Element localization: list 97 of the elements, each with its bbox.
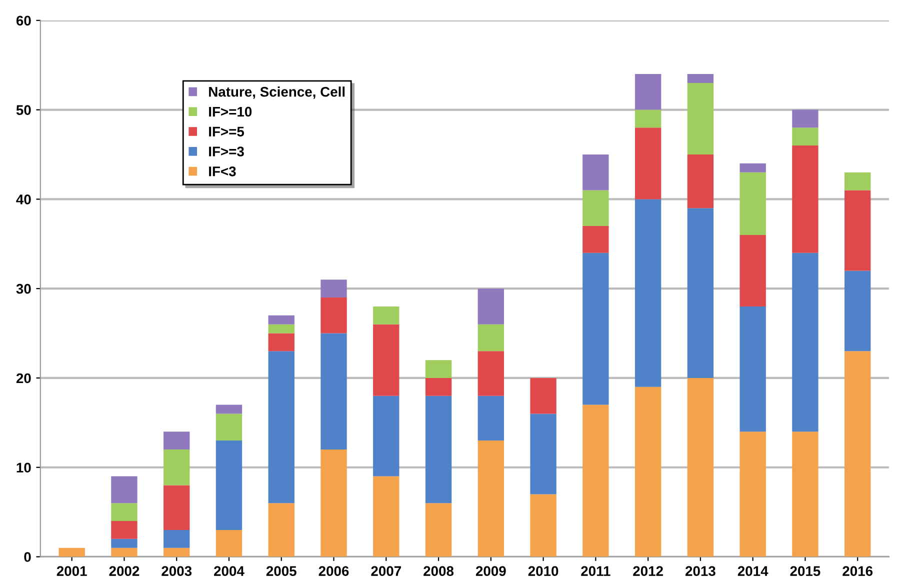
- x-tick-label: 2001: [56, 566, 87, 576]
- bar: [844, 351, 871, 557]
- bar: [320, 333, 347, 450]
- bar: [164, 432, 190, 450]
- y-tick-label: 20: [16, 373, 31, 384]
- bar: [582, 404, 609, 557]
- bar: [216, 440, 242, 530]
- bar: [373, 396, 400, 476]
- bar: [687, 378, 714, 557]
- x-tick-label: 2002: [109, 566, 140, 576]
- x-tick-label: 2005: [266, 566, 296, 576]
- bar: [425, 360, 452, 378]
- bar: [111, 548, 138, 557]
- bar: [164, 449, 190, 486]
- bar: [111, 476, 138, 504]
- bar: [792, 110, 818, 128]
- bar: [792, 252, 818, 432]
- bar: [111, 538, 138, 548]
- x-tick-label: 2007: [371, 566, 401, 576]
- bar: [687, 74, 714, 83]
- bar: [478, 440, 504, 557]
- bar: [425, 503, 452, 557]
- bar: [687, 82, 714, 154]
- bar: [58, 548, 85, 557]
- bar: [268, 333, 294, 352]
- x-tick-label: 2003: [162, 566, 192, 576]
- bar: [792, 146, 818, 253]
- bar: [530, 494, 556, 557]
- bar: [582, 252, 609, 405]
- bar: [216, 404, 242, 414]
- x-tick-label: 2009: [476, 566, 506, 576]
- bar: [740, 306, 766, 432]
- bar: [478, 288, 504, 324]
- bar: [844, 190, 871, 271]
- x-tick-label: 2013: [685, 566, 716, 576]
- bar: [216, 414, 242, 441]
- bar: [582, 154, 609, 190]
- bar: [844, 270, 871, 352]
- bar: [478, 324, 504, 352]
- bar: [634, 386, 662, 557]
- bar: [111, 503, 138, 522]
- y-tick-label: 50: [16, 105, 31, 115]
- bar: [164, 548, 190, 557]
- y-tick-label: 40: [16, 194, 31, 204]
- x-tick-label: 2015: [790, 566, 820, 576]
- bar: [530, 414, 556, 494]
- bar: [111, 521, 138, 539]
- bar: [582, 226, 609, 253]
- bar: [216, 530, 242, 557]
- legend-label: IF>=3: [209, 146, 244, 156]
- bar: [268, 315, 294, 324]
- y-tick-label: 30: [16, 284, 31, 294]
- bar: [320, 280, 347, 298]
- x-tick-label: 2011: [581, 566, 610, 576]
- bar: [687, 154, 714, 208]
- bar: [530, 378, 556, 414]
- bar: [634, 199, 662, 387]
- bar: [320, 298, 347, 334]
- y-tick-label: 0: [24, 552, 31, 562]
- legend-label: IF>=5: [209, 126, 244, 137]
- bar: [478, 396, 504, 441]
- x-tick-label: 2006: [318, 566, 349, 576]
- bar: [268, 503, 294, 557]
- bar: [740, 432, 766, 557]
- bar: [740, 172, 766, 235]
- bar: [373, 306, 400, 324]
- bar: [634, 74, 662, 110]
- x-tick-label: 2012: [633, 566, 663, 576]
- bar: [320, 449, 347, 557]
- bar: [687, 208, 714, 378]
- x-tick-label: 2016: [842, 566, 873, 576]
- bar: [268, 324, 294, 334]
- x-tick-label: 2014: [738, 566, 768, 576]
- bar: [582, 190, 609, 226]
- bar: [425, 378, 452, 396]
- bar: [478, 351, 504, 396]
- legend-label: IF<3: [209, 166, 236, 176]
- bar: [373, 324, 400, 396]
- y-tick-label: 60: [16, 16, 31, 26]
- bar: [634, 128, 662, 200]
- bar: [425, 396, 452, 504]
- x-tick-label: 2008: [424, 566, 454, 576]
- bar: [634, 110, 662, 128]
- y-tick-label: 10: [16, 462, 31, 473]
- bar: [844, 172, 871, 190]
- bar: [164, 485, 190, 530]
- bar: [164, 530, 190, 548]
- legend-label: IF>=10: [209, 106, 252, 117]
- bar: [740, 163, 766, 172]
- x-tick-label: 2004: [214, 566, 244, 576]
- legend-label: Nature, Science, Cell: [209, 86, 345, 99]
- bar: [792, 128, 818, 146]
- bar: [740, 234, 766, 306]
- bar: [792, 432, 818, 557]
- bar: [268, 351, 294, 504]
- x-tick-label: 2010: [528, 566, 558, 576]
- bar: [373, 476, 400, 557]
